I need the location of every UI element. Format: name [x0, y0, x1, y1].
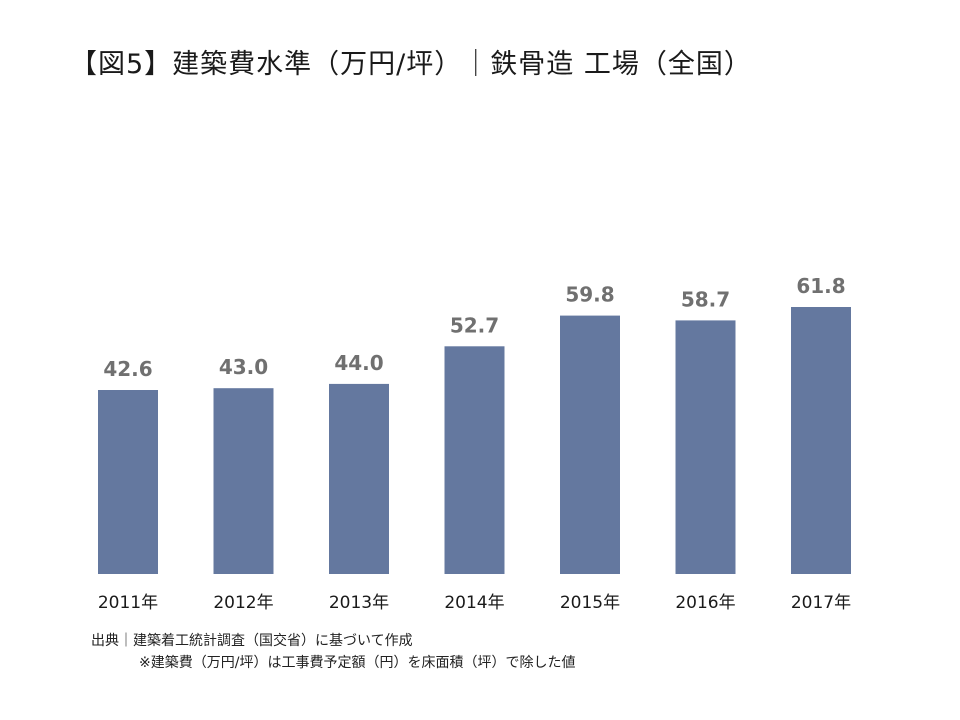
value-label: 44.0 — [334, 351, 383, 375]
bar-2015年 — [560, 315, 620, 574]
source-note: 出典｜建築着工統計調査（国交省）に基づいて作成 — [91, 633, 413, 649]
value-label: 52.7 — [450, 313, 499, 337]
category-label: 2012年 — [213, 593, 273, 613]
bar-2016年 — [675, 320, 736, 574]
chart-title: 【図5】建築費水準（万円/坪）｜鉄骨造 工場（全国） — [70, 49, 752, 80]
category-label: 2014年 — [444, 593, 504, 613]
value-label: 43.0 — [219, 355, 268, 379]
category-label: 2015年 — [560, 593, 620, 613]
bar-2012年 — [213, 388, 274, 574]
category-labels-group: 2011年 2012年 2013年 2014年 2015年 2016年 2017年 — [98, 593, 851, 613]
category-label: 2011年 — [98, 593, 158, 613]
footnote: ※建築費（万円/坪）は工事費予定額（円）を床面積（坪）で除した値 — [139, 655, 576, 671]
bar-2017年 — [791, 307, 851, 574]
bar-2013年 — [329, 383, 389, 574]
category-label: 2016年 — [675, 593, 735, 613]
bar-2011年 — [98, 390, 158, 574]
value-labels-group: 42.6 43.0 44.0 52.7 59.8 58.7 61.8 — [103, 274, 845, 381]
category-label: 2017年 — [791, 593, 851, 613]
value-label: 58.7 — [681, 287, 730, 311]
bars-group — [98, 307, 851, 574]
value-label: 42.6 — [103, 357, 152, 381]
value-label: 61.8 — [796, 274, 845, 298]
bar-2014年 — [444, 346, 505, 574]
value-label: 59.8 — [565, 283, 614, 307]
category-label: 2013年 — [329, 593, 389, 613]
